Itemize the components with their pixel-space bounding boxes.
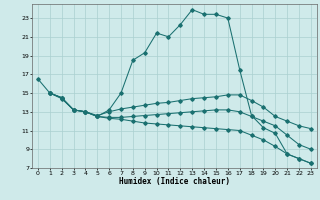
X-axis label: Humidex (Indice chaleur): Humidex (Indice chaleur): [119, 177, 230, 186]
